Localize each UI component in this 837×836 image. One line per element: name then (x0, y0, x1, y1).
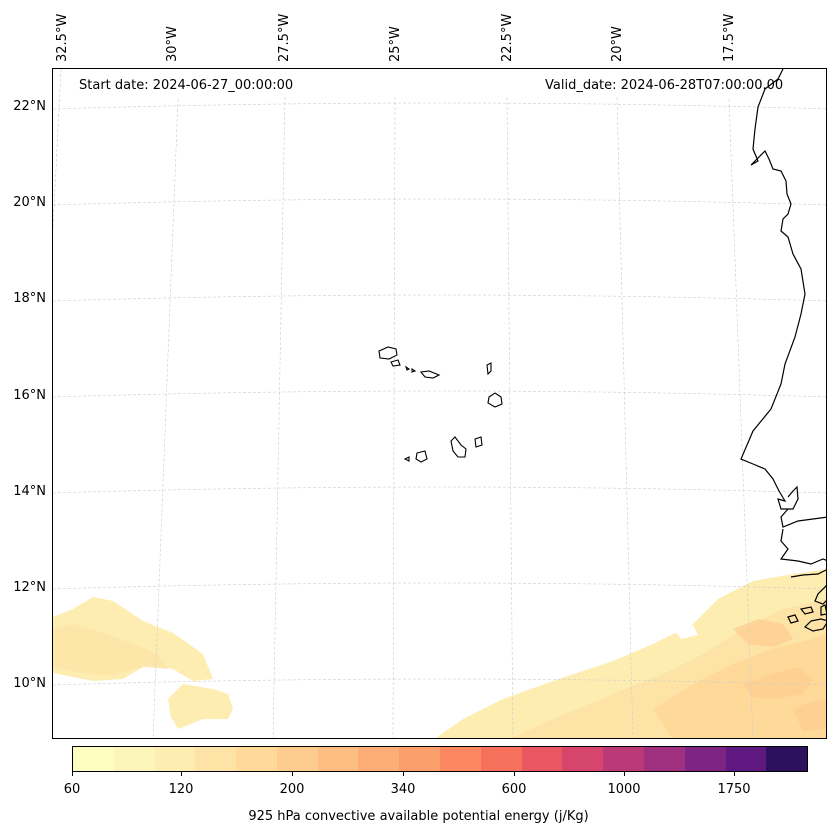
colorbar-tick-1750 (734, 772, 735, 776)
lon-label-17-5w: 17.5°W (722, 13, 737, 62)
colorbar-segment-9 (440, 747, 481, 771)
colorbar-segment-12 (562, 747, 604, 771)
valid-date-text: Valid_date: 2024-06-28T07:00:00.00 (545, 78, 784, 93)
colorbar-title: 925 hPa convective available potential e… (248, 809, 589, 824)
colorbar-tick-340 (403, 772, 404, 776)
coastline (740, 69, 826, 632)
colorbar-segment-8 (399, 747, 441, 771)
colorbar-segment-0 (73, 747, 114, 771)
colorbar-tick-120 (181, 772, 182, 776)
colorbar-label-1750: 1750 (717, 782, 751, 797)
cape-field (53, 569, 826, 738)
cape-verde-islands (378, 346, 503, 463)
colorbar-segment-14 (643, 747, 685, 771)
colorbar-segment-17 (766, 747, 808, 771)
colorbar-segment-5 (276, 747, 318, 771)
lat-label-20n: 20°N (13, 195, 46, 210)
colorbar-segment-6 (317, 747, 359, 771)
colorbar (72, 746, 808, 772)
lon-label-30w: 30°W (165, 26, 180, 62)
colorbar-tick-1000 (624, 772, 625, 776)
colorbar-segment-4 (236, 747, 277, 771)
colorbar-label-200: 200 (279, 782, 305, 797)
colorbar-label-60: 60 (63, 782, 81, 797)
lat-label-10n: 10°N (13, 676, 46, 691)
lat-label-22n: 22°N (13, 99, 46, 114)
colorbar-tick-200 (292, 772, 293, 776)
colorbar-tick-60 (72, 772, 73, 776)
lat-label-14n: 14°N (13, 484, 46, 499)
colorbar-segment-10 (480, 747, 522, 771)
colorbar-segment-2 (154, 747, 196, 771)
colorbar-label-340: 340 (390, 782, 416, 797)
map-panel (52, 68, 827, 739)
lon-label-27-5w: 27.5°W (277, 13, 292, 62)
colorbar-label-120: 120 (168, 782, 194, 797)
colorbar-tick-600 (514, 772, 515, 776)
lon-label-32-5w: 32.5°W (55, 13, 70, 62)
map-canvas (53, 69, 826, 738)
colorbar-segment-15 (684, 747, 726, 771)
colorbar-label-1000: 1000 (607, 782, 641, 797)
colorbar-segment-13 (603, 747, 644, 771)
colorbar-label-600: 600 (501, 782, 527, 797)
start-date-text: Start date: 2024-06-27_00:00:00 (79, 78, 294, 93)
colorbar-segment-7 (358, 747, 400, 771)
lat-label-18n: 18°N (13, 291, 46, 306)
colorbar-segment-3 (195, 747, 237, 771)
lon-label-25w: 25°W (388, 26, 403, 62)
colorbar-segment-16 (725, 747, 767, 771)
colorbar-segment-1 (113, 747, 155, 771)
colorbar-segment-11 (521, 747, 563, 771)
lat-label-12n: 12°N (13, 580, 46, 595)
lon-label-20w: 20°W (610, 26, 625, 62)
lon-label-22-5w: 22.5°W (500, 13, 515, 62)
graticule (53, 69, 826, 738)
lat-label-16n: 16°N (13, 388, 46, 403)
